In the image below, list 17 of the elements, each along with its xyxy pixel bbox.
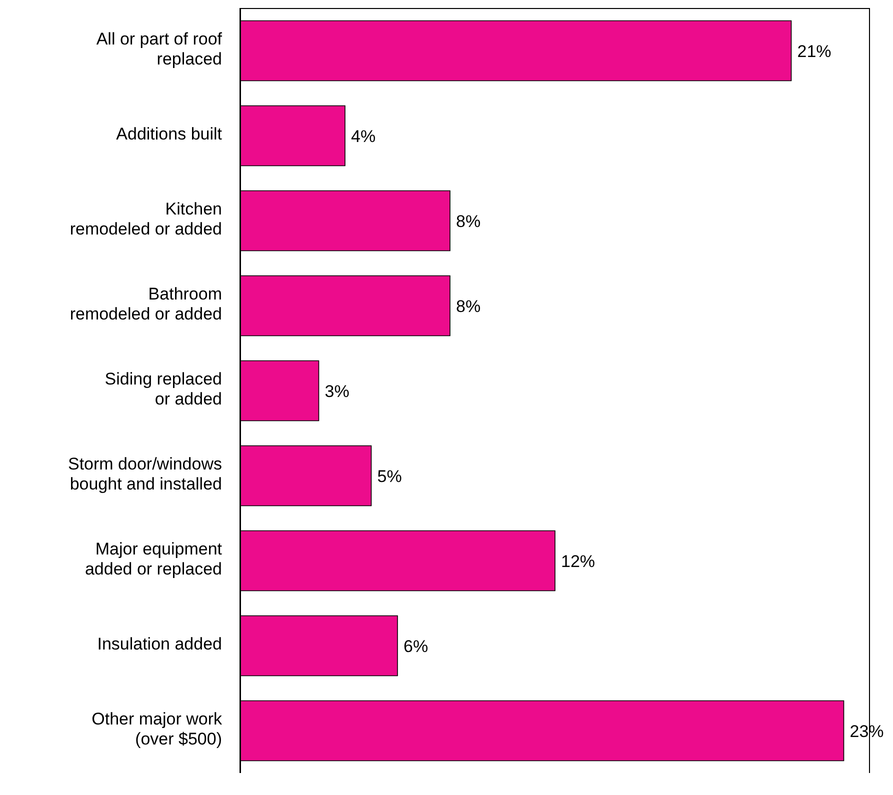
y-tick-label: Major equipment added or replaced	[84, 540, 222, 579]
data-label: 4%	[351, 126, 376, 146]
data-label: 12%	[561, 552, 596, 571]
y-tick-label: Kitchen remodeled or added	[70, 200, 222, 239]
y-tick-label: Other major work (over $500)	[92, 710, 222, 749]
data-label: 21%	[797, 42, 832, 61]
data-label: 6%	[404, 636, 428, 656]
y-tick-label: All or part of roof replaced	[96, 30, 222, 69]
data-label: 8%	[456, 212, 481, 231]
data-label: 8%	[456, 296, 481, 316]
y-tick-label: Additions built	[116, 124, 222, 144]
data-label: 3%	[324, 382, 350, 401]
data-label: 5%	[377, 466, 402, 486]
y-tick-label: Siding replaced or added	[104, 370, 222, 409]
y-tick-label: Bathroom remodeled or added	[70, 284, 222, 324]
y-tick-label: Storm door/windows bought and installed	[68, 454, 222, 494]
y-tick-label: Insulation added	[97, 634, 222, 654]
